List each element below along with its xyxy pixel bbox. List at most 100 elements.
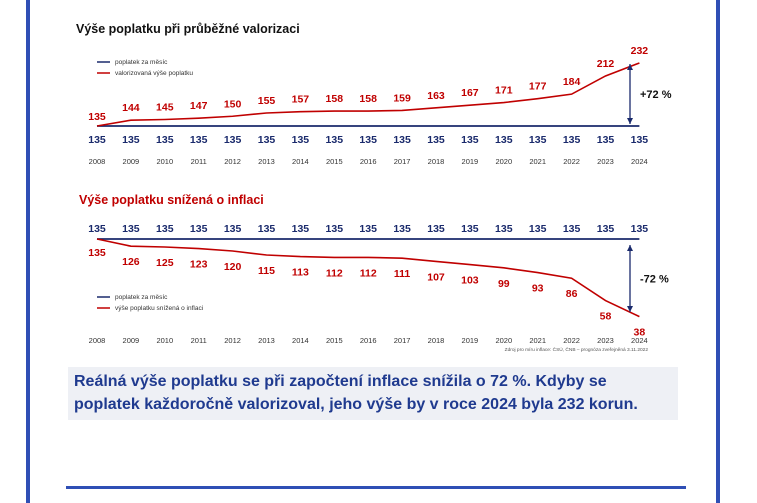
x-tick-label: 2009 — [123, 157, 140, 166]
data-label-fee: 135 — [529, 134, 547, 146]
data-label-fee: 135 — [461, 134, 479, 146]
data-label-red: 113 — [292, 267, 309, 279]
source-note: Zdroj pro míru inflace: ČSÚ, ČNB – progn… — [505, 346, 649, 353]
chart1-title: Výše poplatku při průběžné valorizaci — [76, 22, 300, 36]
x-tick-label: 2014 — [292, 336, 309, 345]
data-label-fee: 135 — [326, 223, 344, 235]
x-tick-label: 2008 — [89, 157, 106, 166]
x-tick-label: 2023 — [597, 157, 614, 166]
x-tick-label: 2012 — [224, 157, 241, 166]
data-label-red: 147 — [190, 100, 208, 112]
x-tick-label: 2020 — [495, 157, 512, 166]
x-tick-label: 2009 — [123, 336, 140, 345]
data-label-fee: 135 — [258, 134, 276, 146]
data-label-red: 155 — [258, 95, 276, 107]
bottom-rule — [66, 486, 686, 489]
legend-label: výše poplatku snížená o inflaci — [115, 305, 203, 312]
data-label-fee: 135 — [393, 134, 411, 146]
annotation-label: +72 % — [640, 89, 672, 101]
x-tick-label: 2016 — [360, 336, 377, 345]
data-label-red: 145 — [156, 102, 174, 114]
legend-label: valorizovaná výše poplatku — [115, 70, 193, 77]
data-label-fee: 135 — [88, 223, 106, 235]
x-tick-label: 2021 — [529, 157, 546, 166]
data-label-fee: 135 — [495, 134, 513, 146]
x-tick-label: 2010 — [156, 157, 173, 166]
data-label-red: 103 — [461, 275, 479, 287]
x-tick-label: 2013 — [258, 157, 275, 166]
x-tick-label: 2010 — [156, 336, 173, 345]
data-label-red: 158 — [359, 93, 377, 105]
data-label-red: 177 — [529, 81, 547, 93]
annotation-arrow-head — [627, 118, 633, 124]
data-label-fee: 135 — [224, 223, 242, 235]
data-label-red: 144 — [122, 102, 140, 114]
data-label-fee: 135 — [461, 223, 479, 235]
data-label-red: 112 — [360, 267, 377, 279]
data-label-fee: 135 — [292, 223, 310, 235]
x-tick-label: 2022 — [563, 336, 580, 345]
data-label-fee: 135 — [597, 134, 615, 146]
data-label-red: 184 — [563, 76, 581, 88]
x-tick-label: 2014 — [292, 157, 309, 166]
data-label-red: 158 — [326, 93, 344, 105]
data-label-red: 125 — [156, 257, 174, 269]
x-tick-label: 2011 — [191, 336, 207, 345]
data-label-red: 112 — [326, 267, 343, 279]
legend-label: poplatek za měsíc — [115, 59, 168, 66]
chart2-title: Výše poplatku snížená o inflaci — [79, 193, 264, 207]
x-tick-label: 2021 — [529, 336, 546, 345]
data-label-fee: 135 — [326, 134, 344, 146]
x-tick-label: 2015 — [326, 336, 343, 345]
data-label-fee: 135 — [258, 223, 276, 235]
data-label-fee: 135 — [359, 223, 377, 235]
data-label-red: 115 — [258, 265, 275, 277]
data-label-fee: 135 — [529, 223, 547, 235]
data-label-red: 163 — [427, 90, 445, 102]
data-label-fee: 135 — [427, 134, 445, 146]
chart1-canvas: 135 135 135 135 135 135 135 135 135 135 135 135 135 1… — [88, 45, 672, 166]
data-label-red: 99 — [498, 278, 510, 290]
annotation-arrow-head — [627, 245, 633, 251]
x-tick-label: 2017 — [394, 157, 411, 166]
x-tick-label: 2016 — [360, 157, 377, 166]
caption-text: Reálná výše poplatku se při započtení in… — [68, 367, 678, 420]
data-label-fee: 135 — [190, 223, 208, 235]
x-tick-label: 2012 — [224, 336, 241, 345]
data-label-red: 157 — [292, 94, 310, 106]
series-line-red — [96, 238, 640, 318]
data-label-red: 212 — [597, 58, 615, 70]
data-label-fee: 135 — [631, 223, 649, 235]
data-label-red: 120 — [224, 261, 242, 273]
annotation-label: -72 % — [640, 274, 669, 286]
data-label-red: 38 — [634, 327, 646, 339]
data-label-fee: 135 — [292, 134, 310, 146]
data-label-fee: 135 — [631, 134, 649, 146]
data-label-red: 159 — [393, 92, 411, 104]
data-label-fee: 135 — [156, 134, 174, 146]
x-tick-label: 2015 — [326, 157, 343, 166]
x-tick-label: 2024 — [631, 157, 648, 166]
data-label-red: 135 — [88, 247, 106, 259]
annotation-arrow-head — [627, 64, 633, 70]
data-label-red: 232 — [631, 45, 649, 57]
x-tick-label: 2011 — [191, 157, 207, 166]
x-tick-label: 2020 — [495, 336, 512, 345]
annotation-arrow-head — [627, 306, 633, 312]
data-label-red: 111 — [394, 268, 411, 280]
data-label-fee: 135 — [224, 134, 242, 146]
data-label-red: 93 — [532, 283, 544, 295]
data-label-red: 150 — [224, 98, 242, 110]
data-label-red: 58 — [600, 311, 612, 323]
x-tick-label: 2018 — [428, 336, 445, 345]
data-label-fee: 135 — [156, 223, 174, 235]
data-label-fee: 135 — [88, 134, 106, 146]
x-tick-label: 2022 — [563, 157, 580, 166]
data-label-fee: 135 — [190, 134, 208, 146]
x-tick-label: 2008 — [89, 336, 106, 345]
data-label-fee: 135 — [563, 134, 581, 146]
x-tick-label: 2023 — [597, 336, 614, 345]
data-label-fee: 135 — [122, 134, 140, 146]
data-label-red: 126 — [122, 256, 140, 268]
data-label-red: 107 — [427, 271, 445, 283]
